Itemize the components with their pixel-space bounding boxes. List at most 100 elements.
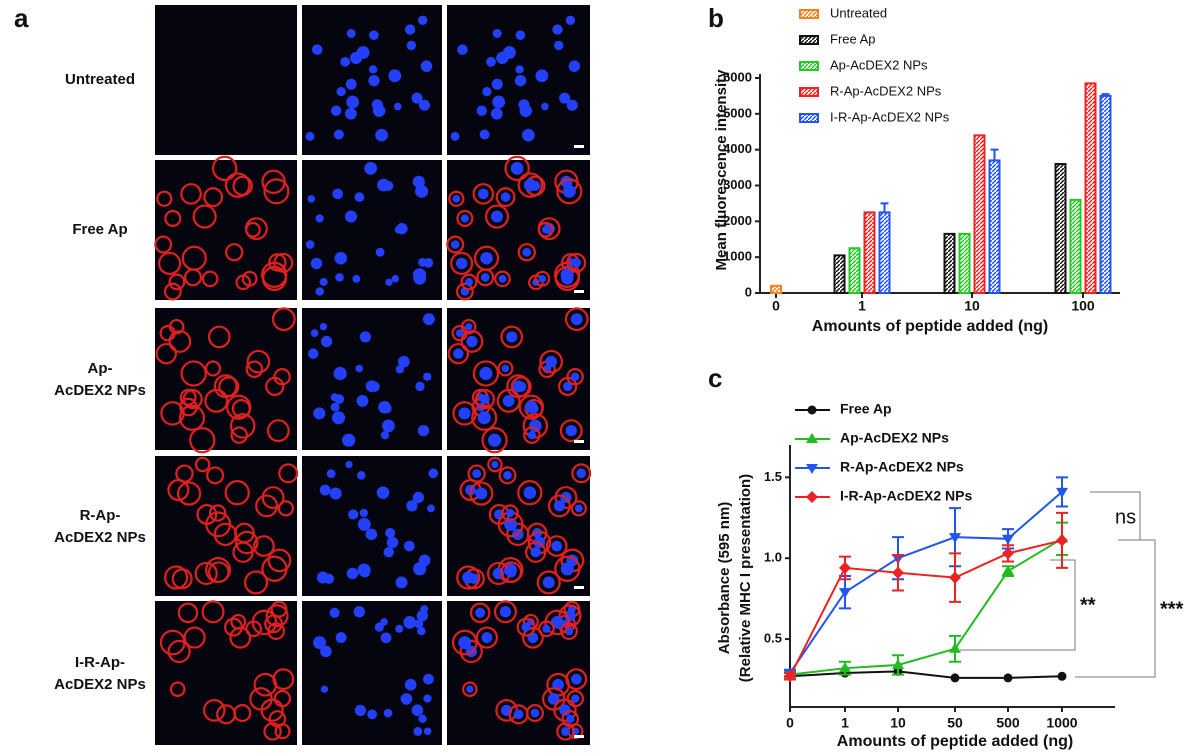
- nucleus: [466, 685, 474, 693]
- membrane: [180, 360, 207, 387]
- membrane: [460, 318, 477, 335]
- cells: [155, 307, 296, 454]
- nucleus: [320, 645, 332, 658]
- marker: [950, 673, 960, 683]
- nucleus: [513, 709, 524, 720]
- nucleus: [385, 278, 393, 287]
- membrane: [467, 464, 486, 483]
- nucleus: [545, 355, 558, 368]
- nucleus: [453, 348, 464, 359]
- membrane: [273, 252, 294, 273]
- y-tick-label: 1.0: [764, 550, 782, 565]
- row-label: Untreated: [65, 71, 135, 88]
- nucleus: [574, 504, 583, 513]
- cells: [164, 456, 299, 595]
- nucleus: [348, 509, 359, 520]
- nucleus: [562, 184, 576, 198]
- membrane: [207, 325, 231, 349]
- nucleus: [525, 400, 538, 414]
- nucleus: [562, 381, 573, 392]
- legend-swatch: [799, 113, 819, 123]
- membrane: [225, 243, 244, 262]
- nucleus: [356, 471, 366, 480]
- membrane: [241, 270, 258, 287]
- nucleus: [450, 240, 460, 249]
- nucleus: [385, 527, 396, 538]
- bar: [1069, 198, 1082, 294]
- membrane: [521, 626, 544, 649]
- nucleus: [477, 411, 491, 425]
- nucleus: [406, 40, 417, 51]
- nucleus: [305, 240, 315, 249]
- nucleus: [519, 104, 533, 117]
- nucleus: [357, 517, 371, 531]
- nucleus: [375, 247, 385, 257]
- membrane: [202, 699, 226, 722]
- nucleus: [352, 274, 361, 283]
- x-tick-label: 1: [841, 715, 849, 731]
- membrane: [182, 389, 203, 410]
- error-bar: [990, 148, 999, 161]
- membrane: [517, 172, 544, 198]
- membrane: [235, 530, 259, 555]
- membrane: [156, 190, 173, 207]
- nucleus: [570, 313, 583, 326]
- series-line: [789, 539, 1063, 677]
- membrane: [455, 282, 474, 301]
- membrane: [537, 221, 554, 238]
- nucleus: [560, 268, 574, 282]
- x-tick-label: 50: [947, 715, 963, 731]
- membrane: [243, 570, 269, 595]
- scale-bar: [574, 290, 584, 293]
- membrane: [232, 541, 254, 563]
- scale-bar: [574, 735, 584, 738]
- membrane: [230, 426, 248, 444]
- nucleus: [480, 251, 493, 265]
- nucleus: [356, 46, 370, 59]
- membrane: [168, 330, 192, 353]
- nucleus: [394, 102, 402, 111]
- membrane: [245, 221, 261, 238]
- membrane: [484, 204, 510, 229]
- nucleus: [411, 704, 424, 716]
- nucleus: [554, 40, 564, 51]
- membrane: [194, 561, 218, 586]
- membrane: [500, 325, 524, 349]
- marker: [839, 662, 851, 673]
- nucleus: [412, 175, 425, 188]
- legend-label: Free Ap: [840, 401, 892, 417]
- membrane: [494, 270, 511, 288]
- bar: [988, 159, 1001, 294]
- nucleus: [359, 331, 371, 343]
- nucleus: [313, 407, 326, 420]
- panel-label: a: [14, 3, 29, 33]
- nucleus: [491, 210, 503, 223]
- membrane: [450, 251, 474, 275]
- membrane: [271, 307, 296, 332]
- nucleus: [515, 65, 524, 74]
- membrane: [201, 270, 219, 288]
- membrane: [472, 183, 495, 205]
- membrane: [481, 427, 508, 454]
- membrane: [446, 235, 465, 254]
- nucleus: [450, 131, 460, 141]
- membrane: [261, 555, 288, 582]
- nucleus: [516, 381, 527, 392]
- series-line: [789, 491, 1063, 674]
- nucleus: [423, 694, 432, 703]
- bar: [770, 284, 782, 295]
- membrane: [224, 617, 243, 637]
- scale-bar: [574, 145, 584, 148]
- membrane: [460, 330, 484, 353]
- nucleus: [344, 107, 357, 120]
- membrane: [451, 629, 478, 656]
- nucleus: [319, 323, 328, 331]
- y-tick-label: 4000: [723, 141, 752, 156]
- membrane: [566, 368, 584, 386]
- membrane: [203, 187, 224, 208]
- legend-label: R-Ap-AcDEX2 NPs: [840, 459, 964, 475]
- nucleus: [415, 381, 425, 392]
- nucleus: [330, 402, 340, 412]
- nucleus: [413, 562, 427, 576]
- nucleus: [383, 547, 394, 558]
